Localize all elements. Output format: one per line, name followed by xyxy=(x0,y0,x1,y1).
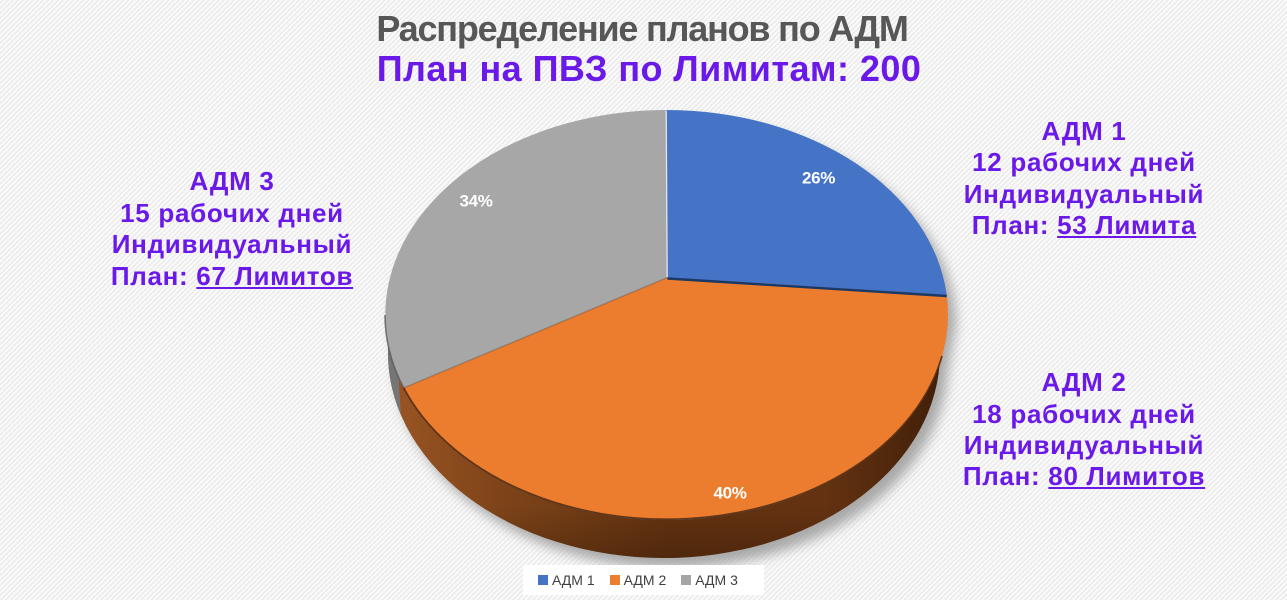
svg-text:40%: 40% xyxy=(713,484,746,503)
svg-text:26%: 26% xyxy=(802,169,835,188)
svg-text:34%: 34% xyxy=(459,192,492,211)
